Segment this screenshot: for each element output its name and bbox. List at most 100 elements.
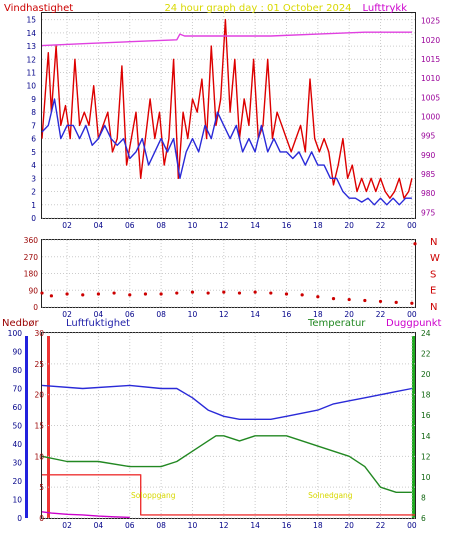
humidity-tick-label: 30 bbox=[34, 329, 44, 338]
x-tick-label: 02 bbox=[62, 221, 72, 230]
temperature-tick-label: 14 bbox=[421, 432, 431, 441]
direction-point bbox=[65, 292, 69, 296]
direction-point bbox=[190, 290, 195, 294]
wind-tick-label: 8 bbox=[31, 108, 36, 117]
precip-tick-label: 10 bbox=[12, 496, 22, 505]
direction-point bbox=[331, 297, 336, 301]
precip-tick-label: 60 bbox=[12, 403, 22, 412]
x-tick-label: 06 bbox=[125, 521, 135, 530]
direction-point bbox=[284, 292, 289, 296]
direction-point bbox=[81, 293, 85, 297]
x-tick-label: 08 bbox=[156, 221, 166, 230]
x-tick-label: 12 bbox=[219, 521, 229, 530]
x-tick-label: 00 bbox=[407, 521, 417, 530]
compass-label: N bbox=[430, 237, 437, 248]
wind-tick-label: 9 bbox=[31, 95, 36, 104]
direction-point bbox=[394, 300, 398, 304]
humidity-tick-label: 20 bbox=[34, 391, 44, 400]
direction-point bbox=[96, 292, 101, 296]
direction-tick-label: 270 bbox=[24, 253, 39, 262]
precip-tick-label: 90 bbox=[12, 348, 22, 357]
direction-point bbox=[49, 294, 54, 298]
x-tick-label: 12 bbox=[219, 310, 229, 319]
sun-event-label: Soloppgang bbox=[131, 491, 176, 500]
wind-tick-label: 13 bbox=[26, 42, 36, 51]
direction-point bbox=[175, 291, 179, 295]
pressure-tick-label: 1015 bbox=[421, 55, 440, 64]
pressure-tick-label: 1000 bbox=[421, 112, 440, 121]
x-tick-label: 16 bbox=[282, 221, 292, 230]
wind-tick-label: 3 bbox=[31, 174, 36, 183]
series-line-dewpoint bbox=[41, 511, 130, 519]
wind-tick-label: 7 bbox=[31, 121, 36, 130]
pressure-tick-label: 995 bbox=[421, 132, 436, 141]
compass-label: E bbox=[430, 286, 436, 297]
x-tick-label: 18 bbox=[313, 521, 323, 530]
direction-point bbox=[206, 291, 210, 295]
x-tick-label: 16 bbox=[282, 521, 292, 530]
x-tick-label: 10 bbox=[188, 310, 198, 319]
series-line-temperature bbox=[41, 435, 412, 493]
wind-tick-label: 1 bbox=[31, 201, 36, 210]
precip-tick-label: 100 bbox=[8, 329, 23, 338]
humidity-tick-label: 25 bbox=[34, 360, 44, 369]
humidity-label: Luftfuktighet bbox=[66, 318, 130, 329]
series-line-pressure bbox=[41, 31, 412, 47]
x-tick-label: 00 bbox=[407, 310, 417, 319]
pressure-label: Lufttrykk bbox=[362, 3, 407, 14]
temperature-tick-label: 22 bbox=[421, 350, 431, 359]
direction-point bbox=[269, 291, 273, 295]
precip-tick-label: 70 bbox=[12, 385, 22, 394]
humidity-axis-bar bbox=[47, 336, 50, 518]
x-tick-label: 22 bbox=[376, 221, 386, 230]
direction-point bbox=[410, 301, 414, 305]
x-tick-label: 22 bbox=[376, 310, 386, 319]
direction-point bbox=[159, 292, 163, 296]
direction-tick-label: 90 bbox=[28, 286, 38, 295]
wind-tick-label: 0 bbox=[31, 214, 36, 223]
x-tick-label: 02 bbox=[62, 521, 72, 530]
direction-point bbox=[253, 290, 257, 294]
x-tick-label: 00 bbox=[407, 221, 417, 230]
compass-label: W bbox=[430, 253, 440, 264]
precip-tick-label: 30 bbox=[12, 459, 22, 468]
direction-point bbox=[112, 291, 116, 295]
wind-tick-label: 5 bbox=[31, 148, 36, 157]
temperature-tick-label: 24 bbox=[421, 329, 431, 338]
temperature-tick-label: 20 bbox=[421, 370, 431, 379]
humidity-tick-label: 15 bbox=[34, 422, 44, 431]
x-tick-label: 04 bbox=[94, 310, 104, 319]
direction-point bbox=[413, 242, 417, 246]
x-tick-label: 10 bbox=[188, 521, 198, 530]
temperature-tick-label: 10 bbox=[421, 473, 431, 482]
x-tick-label: 08 bbox=[156, 310, 166, 319]
temperature-tick-label: 16 bbox=[421, 411, 431, 420]
wind-speed-label: Vindhastighet bbox=[4, 3, 73, 14]
wind-tick-label: 12 bbox=[26, 55, 36, 64]
x-tick-label: 20 bbox=[344, 521, 354, 530]
x-tick-label: 02 bbox=[62, 310, 72, 319]
direction-tick-label: 180 bbox=[24, 270, 39, 279]
pressure-tick-label: 980 bbox=[421, 189, 436, 198]
pressure-tick-label: 1025 bbox=[421, 17, 440, 26]
precip-axis-bar bbox=[25, 336, 28, 518]
wind-tick-label: 2 bbox=[31, 188, 36, 197]
pressure-tick-label: 1020 bbox=[421, 36, 440, 45]
direction-point bbox=[347, 297, 351, 302]
series-line-humidity bbox=[41, 384, 413, 420]
wind-tick-label: 10 bbox=[26, 82, 36, 91]
x-tick-label: 18 bbox=[313, 310, 323, 319]
pressure-tick-label: 1005 bbox=[421, 93, 440, 102]
panel-wind-pressure-frame bbox=[41, 12, 416, 219]
temperature-tick-label: 6 bbox=[421, 514, 426, 523]
wind-tick-label: 4 bbox=[31, 161, 36, 170]
series-line-bar_red bbox=[42, 474, 415, 516]
series-line-wind bbox=[41, 18, 413, 199]
x-tick-label: 14 bbox=[250, 221, 260, 230]
pressure-tick-label: 1010 bbox=[421, 74, 440, 83]
pressure-tick-label: 975 bbox=[421, 208, 436, 217]
temperature-tick-label: 12 bbox=[421, 452, 431, 461]
x-tick-label: 16 bbox=[282, 310, 292, 319]
x-tick-label: 08 bbox=[156, 521, 166, 530]
